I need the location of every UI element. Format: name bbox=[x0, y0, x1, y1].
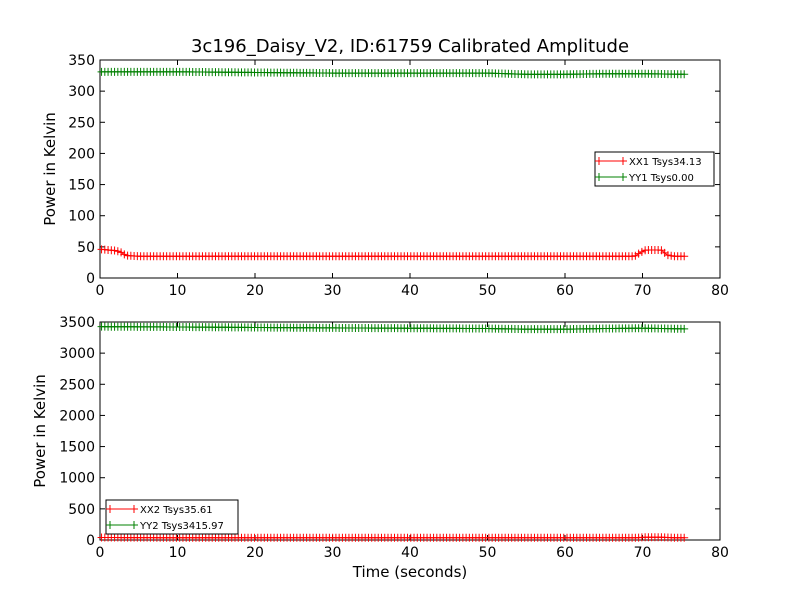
legend-box bbox=[105, 499, 239, 535]
y-tick-label: 1500 bbox=[59, 440, 95, 456]
y-tick-label: 150 bbox=[68, 178, 95, 194]
legend-entry: YY1 Tsys0.00 bbox=[595, 173, 694, 184]
x-tick-label: 10 bbox=[169, 283, 187, 299]
y-tick-label: 100 bbox=[68, 209, 95, 225]
series-2 bbox=[97, 322, 689, 334]
x-axis-label: Time (seconds) bbox=[352, 563, 468, 581]
x-tick-label: 60 bbox=[556, 545, 574, 561]
series-1 bbox=[97, 533, 689, 542]
data-point-marker bbox=[634, 249, 643, 258]
legend-marker bbox=[130, 505, 138, 513]
legend-marker bbox=[595, 157, 603, 165]
data-point-marker bbox=[110, 246, 119, 255]
subplot-2: 0 10 20 30 40 50 60 70 80 0 500 1000 1500 2000 2500 300… bbox=[31, 315, 729, 581]
x-tick-label: 10 bbox=[169, 545, 187, 561]
x-tick-label: 0 bbox=[96, 283, 105, 299]
y-tick-label: 2500 bbox=[59, 377, 95, 393]
x-tick-label: 80 bbox=[711, 545, 729, 561]
legend-marker bbox=[106, 505, 114, 513]
legend-label: XX1 Tsys34.13 bbox=[629, 157, 702, 168]
data-point-marker bbox=[680, 70, 689, 79]
x-tick-label: 0 bbox=[96, 545, 105, 561]
x-tick-label: 70 bbox=[634, 545, 652, 561]
legend-label: YY2 Tsys3415.97 bbox=[139, 521, 224, 532]
legend-label: XX2 Tsys35.61 bbox=[140, 505, 213, 516]
legend-marker bbox=[130, 521, 138, 529]
data-point-marker bbox=[680, 252, 689, 261]
y-tick-label: 50 bbox=[77, 240, 95, 256]
data-point-marker bbox=[680, 533, 689, 542]
x-tick-label: 60 bbox=[556, 283, 574, 299]
y-tick-label: 250 bbox=[68, 115, 95, 131]
y-tick-label: 500 bbox=[68, 502, 95, 518]
subplot-1: 0 10 20 30 40 50 60 70 80 0 50 100 150 200 250 300 350 Po… bbox=[41, 53, 729, 299]
series-2 bbox=[97, 67, 689, 79]
legend-marker bbox=[106, 521, 114, 529]
x-tick-label: 30 bbox=[324, 283, 342, 299]
y-tick-label: 0 bbox=[86, 271, 95, 287]
y-tick-label: 1000 bbox=[59, 471, 95, 487]
y-tick-label: 350 bbox=[68, 53, 95, 69]
legend-marker bbox=[595, 173, 603, 181]
y-axis-label: Power in Kelvin bbox=[41, 112, 59, 226]
chart-title: 3c196_Daisy_V2, ID:61759 Calibrated Ampl… bbox=[191, 36, 629, 57]
legend-marker bbox=[619, 157, 627, 165]
series-1 bbox=[97, 245, 689, 261]
data-point-marker bbox=[663, 251, 672, 260]
data-point-marker bbox=[113, 247, 122, 256]
x-tick-label: 20 bbox=[246, 545, 264, 561]
x-tick-label: 20 bbox=[246, 283, 264, 299]
legend-entry: XX1 Tsys34.13 bbox=[595, 157, 702, 168]
legend-box bbox=[594, 151, 715, 187]
data-point-marker bbox=[117, 248, 126, 257]
legend-label: YY1 Tsys0.00 bbox=[628, 173, 694, 184]
legend: XX2 Tsys35.61 YY2 Tsys3415.97 bbox=[105, 499, 239, 535]
x-tick-label: 40 bbox=[401, 283, 419, 299]
data-point-marker bbox=[120, 250, 129, 259]
y-tick-label: 200 bbox=[68, 146, 95, 162]
legend: XX1 Tsys34.13 YY1 Tsys0.00 bbox=[594, 151, 715, 187]
y-tick-label: 3500 bbox=[59, 315, 95, 331]
x-tick-label: 50 bbox=[479, 283, 497, 299]
legend-entry: YY2 Tsys3415.97 bbox=[106, 521, 224, 532]
x-tick-label: 50 bbox=[479, 545, 497, 561]
x-tick-label: 70 bbox=[634, 283, 652, 299]
y-tick-label: 3000 bbox=[59, 346, 95, 362]
y-tick-label: 2000 bbox=[59, 408, 95, 424]
data-point-marker bbox=[680, 324, 689, 333]
x-tick-label: 30 bbox=[324, 545, 342, 561]
legend-marker bbox=[619, 173, 627, 181]
subplots: 0 10 20 30 40 50 60 70 80050100150200250300350Po… bbox=[31, 53, 729, 581]
data-point-marker bbox=[637, 247, 646, 256]
legend-entry: XX2 Tsys35.61 bbox=[106, 505, 213, 516]
x-tick-label: 80 bbox=[711, 283, 729, 299]
y-tick-label: 300 bbox=[68, 84, 95, 100]
y-tick-label: 0 bbox=[86, 533, 95, 549]
x-tick-label: 40 bbox=[401, 545, 419, 561]
y-axis-label: Power in Kelvin bbox=[31, 374, 49, 488]
